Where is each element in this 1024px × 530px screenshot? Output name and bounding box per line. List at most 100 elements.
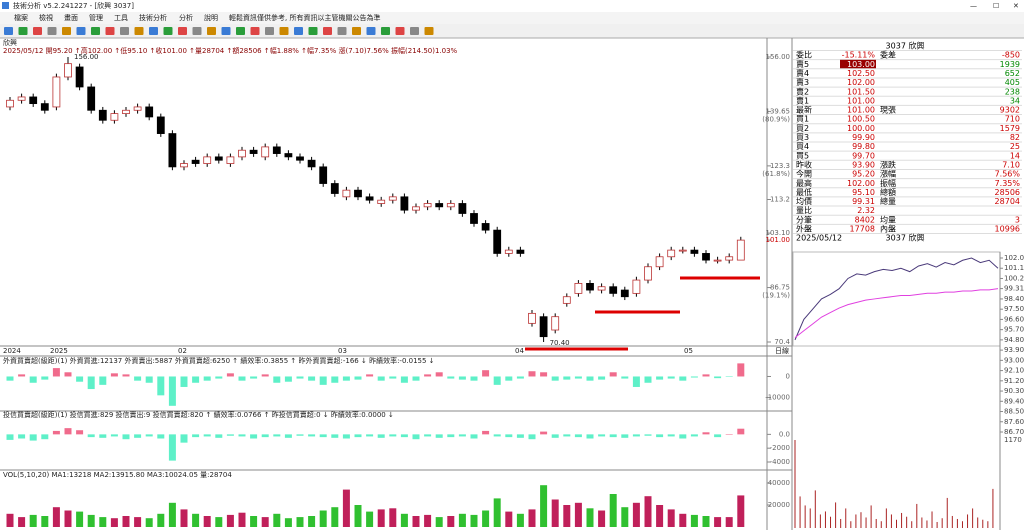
tool-icon[interactable] — [236, 27, 245, 35]
menu-item[interactable]: 輕鬆資訊僅供參考, 所有資訊以主管機關公告為準 — [229, 13, 380, 22]
tool-icon[interactable] — [250, 27, 260, 35]
info-bar: 2025/05/12 開95.20 ↑高102.00 ↑低95.10 ↑收101… — [3, 46, 458, 55]
bar — [203, 376, 211, 381]
fib-label: (19.1%) — [762, 292, 790, 300]
candle-body — [156, 116, 165, 134]
menu-item[interactable]: 工具 — [114, 14, 128, 22]
tool-icon[interactable] — [294, 27, 303, 35]
tool-icon[interactable] — [178, 27, 187, 35]
tool-icon[interactable] — [134, 27, 144, 35]
quote-text: 101.50 — [847, 87, 875, 96]
quote-text: 28506 — [995, 188, 1020, 197]
tool-icon[interactable] — [366, 27, 376, 35]
quote-text: 買5 — [796, 151, 809, 160]
candle-body — [725, 256, 734, 261]
bar — [598, 434, 606, 437]
bar — [551, 376, 559, 381]
bar — [505, 511, 513, 527]
quote-text: 17708 — [850, 225, 875, 234]
y-tick-label: 91.20 — [1004, 377, 1024, 385]
bar — [226, 514, 234, 527]
candle-body — [191, 159, 200, 164]
tool-icon[interactable] — [279, 27, 289, 35]
tool-icon[interactable] — [33, 27, 42, 35]
candle-body — [319, 166, 328, 184]
y-tick-label: 86.75 — [770, 284, 790, 292]
menu-item[interactable]: 檢視 — [39, 13, 53, 22]
quote-text: 82 — [1010, 133, 1020, 142]
tool-icon[interactable] — [410, 27, 419, 35]
bar — [250, 376, 258, 379]
tool-icon[interactable] — [76, 27, 86, 35]
bar — [714, 434, 722, 438]
bar — [296, 376, 304, 379]
tool-icon[interactable] — [308, 27, 318, 35]
menu-item[interactable]: 畫面 — [64, 13, 78, 22]
tool-icon[interactable] — [62, 27, 71, 35]
bar — [714, 376, 722, 379]
tool-icon[interactable] — [395, 27, 405, 35]
y-tick-label: -10000 — [765, 393, 790, 401]
quote-text: -15.11% — [842, 51, 876, 60]
max-button[interactable]: ☐ — [993, 2, 999, 10]
volume-max-label: 1170 — [1004, 436, 1022, 444]
bar — [574, 434, 582, 438]
candle-body — [29, 96, 38, 105]
bar — [435, 517, 443, 527]
bar — [632, 434, 640, 437]
tool-icon[interactable] — [18, 27, 28, 35]
tool-icon[interactable] — [192, 27, 202, 35]
candle-body — [145, 106, 154, 118]
bar — [18, 517, 26, 527]
bar — [110, 373, 118, 377]
quote-text: 2.32 — [857, 206, 875, 215]
quote-text: 405 — [1005, 78, 1020, 87]
quote-text: 100.50 — [847, 115, 875, 124]
tool-icon[interactable] — [105, 27, 115, 35]
bar — [366, 434, 374, 437]
tool-icon[interactable] — [163, 27, 173, 35]
tool-icon[interactable] — [352, 27, 361, 35]
menu-item[interactable]: 說明 — [204, 13, 218, 22]
tool-icon[interactable] — [265, 27, 274, 35]
menu-item[interactable]: 分析 — [179, 13, 193, 22]
candle-body — [655, 256, 664, 268]
menu-item[interactable]: 管理 — [89, 13, 103, 22]
candle-body — [98, 109, 107, 121]
date-label: 03 — [338, 347, 347, 355]
bar — [493, 376, 501, 385]
tool-icon[interactable] — [91, 27, 100, 35]
menu-item[interactable]: 技術分析 — [139, 13, 167, 22]
bar — [273, 513, 281, 527]
min-button[interactable]: — — [970, 2, 977, 10]
quote-text: 10996 — [995, 225, 1020, 234]
y-tick-label: 90.30 — [1004, 387, 1024, 395]
bar — [261, 434, 269, 438]
bar — [319, 376, 327, 385]
tool-icon[interactable] — [337, 27, 347, 35]
candle-body — [562, 296, 571, 304]
menu-item[interactable]: 檔案 — [14, 13, 28, 22]
bar — [145, 376, 153, 383]
tool-icon[interactable] — [323, 27, 332, 35]
close-button[interactable]: ✕ — [1013, 2, 1019, 10]
candle-body — [377, 199, 386, 204]
bar — [226, 373, 234, 377]
tool-icon[interactable] — [221, 27, 231, 35]
tool-icon[interactable] — [149, 27, 158, 35]
tool-icon[interactable] — [4, 27, 13, 35]
symbol: 欣興 — [3, 38, 17, 47]
tool-icon[interactable] — [47, 27, 57, 35]
bar — [505, 376, 513, 381]
bar — [377, 509, 385, 527]
tool-icon[interactable] — [120, 27, 129, 35]
quote-text: 外盤 — [796, 224, 812, 234]
candle-body — [632, 279, 641, 294]
bar — [516, 513, 524, 527]
tool-icon[interactable] — [381, 27, 390, 35]
tool-icon[interactable] — [207, 27, 216, 35]
tool-icon[interactable] — [424, 27, 434, 35]
bar — [621, 507, 629, 527]
bar — [87, 514, 95, 527]
